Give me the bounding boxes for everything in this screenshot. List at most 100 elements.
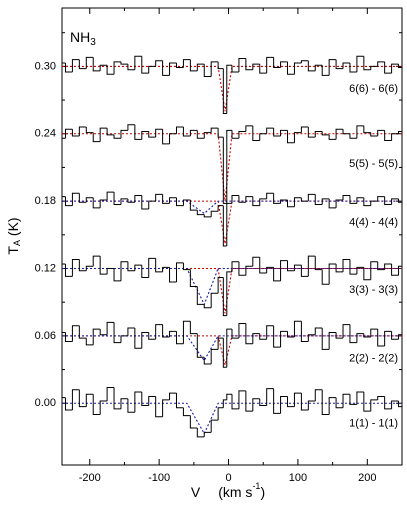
spectrum-step (120, 129, 128, 139)
spectrum-step (162, 266, 170, 272)
spectrum-step (120, 261, 128, 281)
spectrum-step (189, 129, 198, 137)
spectrum-step (148, 257, 156, 278)
spectrum-step (307, 127, 316, 138)
spectrum-step (273, 57, 281, 69)
spectrum-step (217, 337, 224, 350)
spectrum-step (259, 257, 267, 274)
spectrum-step (148, 332, 156, 340)
spectrum-step (252, 333, 260, 344)
spectrum-step (64, 63, 73, 73)
spectrum-step (370, 328, 378, 337)
spectrum-step (169, 330, 177, 337)
x-tick-label: -200 (79, 472, 101, 484)
spectrum-step (377, 196, 385, 202)
spectrum-step (273, 128, 281, 137)
spectrum-step (141, 56, 149, 74)
spectrum-step (321, 65, 330, 76)
spectrum-step (398, 400, 402, 408)
spectrum-step (155, 60, 163, 67)
spectrum-step (71, 389, 80, 410)
spectrum-step (363, 56, 371, 71)
spectrum-step (231, 329, 239, 339)
spectrum-step (155, 128, 163, 138)
spectrum-step (384, 330, 392, 346)
spectrum-step (307, 400, 316, 410)
spectrum-step (169, 133, 177, 144)
spectrum-step (307, 60, 316, 72)
spectrum-step (328, 59, 337, 76)
spectrum-step (252, 125, 260, 141)
spectrum-step (222, 338, 227, 368)
spectrum-step (300, 60, 309, 64)
spectrum-step (210, 210, 219, 217)
fit-line (62, 267, 402, 306)
spectrum-step (300, 321, 309, 342)
spectrum-step (134, 195, 142, 203)
spectrum-step (189, 321, 198, 335)
spectrum-step (113, 387, 121, 410)
spectrum-step (287, 331, 295, 338)
spectrum-step (106, 128, 115, 136)
spectrum-step (182, 262, 191, 271)
spectrum-step (384, 396, 392, 410)
spectrum-step (182, 59, 191, 68)
spectrum-step (189, 200, 198, 211)
spectrum-step (363, 267, 371, 281)
spectrum-step (189, 59, 198, 72)
spectrum-step (210, 127, 219, 133)
spectrum-step (162, 399, 170, 417)
spectrum-step (370, 200, 378, 206)
spectrum-step (370, 132, 378, 137)
spectrum-step (64, 128, 73, 139)
spectrum-step (335, 264, 344, 273)
series-label: 3(3) - 3(3) (349, 284, 398, 296)
series-label: 2(2) - 2(2) (349, 352, 398, 364)
spectrum-step (92, 328, 101, 345)
spectrum-step (127, 64, 135, 71)
spectrum-step (78, 389, 87, 408)
spectrum-step (196, 427, 205, 438)
spectrum-step (259, 198, 267, 206)
spectrum-step (85, 393, 94, 407)
spectrum-step (384, 196, 392, 205)
spectrum-step (106, 268, 115, 275)
spectrum-step (356, 125, 364, 139)
spectrum-step (148, 131, 156, 138)
spectrum-step (231, 261, 239, 272)
y-tick-label: 0.06 (35, 330, 56, 342)
y-tick-label: 0.00 (35, 397, 56, 409)
spectrum-step (169, 267, 177, 283)
spectrum-step (85, 265, 94, 271)
spectrum-step (85, 56, 94, 69)
spectrum-step (314, 194, 323, 205)
spectrum-step (85, 338, 94, 346)
spectrum-step (222, 205, 227, 247)
spectrum-step (85, 197, 94, 203)
spectrum-step (377, 129, 385, 137)
spectrum-step (273, 388, 281, 414)
spectrum-step (196, 63, 205, 71)
spectrum-step (266, 388, 274, 406)
spectrum-step (398, 198, 402, 203)
spectrum-step (245, 125, 253, 132)
spectrum-step (252, 196, 260, 207)
spectrum-step (175, 197, 184, 207)
spectrum-step (314, 131, 323, 138)
x-tick-label: 0 (225, 472, 231, 484)
spectrum-step (280, 199, 288, 204)
spectrum-step (266, 192, 274, 199)
spectrum-step (92, 57, 101, 72)
spectrum-step (391, 133, 399, 141)
spectrum-step (398, 131, 402, 134)
spectrum-step (342, 393, 350, 408)
spectrum-step (169, 62, 177, 76)
spectrum-step (300, 126, 309, 133)
y-tick-label: 0.24 (35, 128, 56, 140)
spectrum-step (266, 56, 274, 74)
x-tick-label: -100 (148, 472, 170, 484)
spectrum-step (85, 127, 94, 134)
spectrum-step (189, 269, 198, 287)
spectrum-step (64, 332, 73, 342)
spectrum-step (321, 131, 330, 136)
